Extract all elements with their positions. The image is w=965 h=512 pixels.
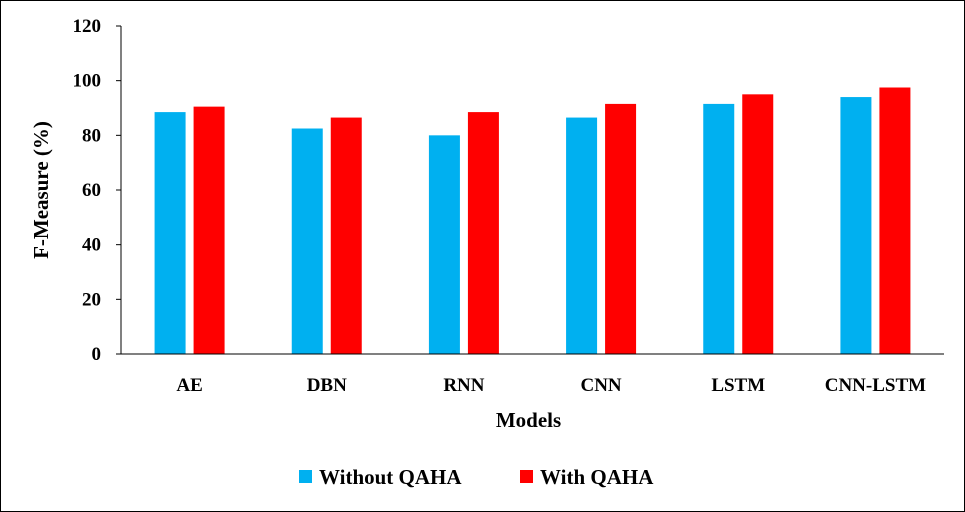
bar-without-qaha-rnn: [428, 135, 460, 354]
y-axis-ticks: 0 20 40 60 80 100 120: [73, 16, 121, 365]
bars: [154, 87, 911, 355]
bar-without-qaha-cnn-lstm: [840, 97, 872, 355]
bar-with-qaha-rnn: [467, 112, 499, 354]
bar-with-qaha-cnn: [605, 103, 637, 355]
bar-with-qaha-dbn: [330, 117, 362, 354]
y-axis-title: F-Measure (%): [29, 121, 53, 259]
x-axis-ticks: AE DBN RNN CNN LSTM CNN-LSTM: [176, 375, 926, 396]
legend: Without QAHA With QAHA: [299, 465, 654, 489]
y-tick-label: 0: [92, 344, 102, 365]
bar-with-qaha-cnn-lstm: [879, 87, 911, 354]
bar-with-qaha-lstm: [742, 94, 774, 354]
bar-without-qaha-ae: [154, 112, 186, 354]
y-tick-label: 80: [82, 125, 101, 146]
x-axis-title: Models: [496, 408, 561, 432]
bar-without-qaha-lstm: [703, 103, 735, 355]
x-tick-label: DBN: [307, 375, 347, 396]
x-tick-label: AE: [176, 375, 202, 396]
x-tick-label: RNN: [443, 375, 484, 396]
bar-with-qaha-ae: [193, 106, 225, 354]
y-tick-label: 20: [82, 289, 101, 310]
y-tick-label: 120: [73, 16, 102, 37]
legend-swatch: [520, 470, 533, 483]
x-tick-label: LSTM: [711, 375, 765, 396]
y-tick-label: 60: [82, 180, 101, 201]
x-tick-label: CNN-LSTM: [825, 375, 926, 396]
legend-label: With QAHA: [540, 465, 654, 489]
bar-without-qaha-cnn: [566, 117, 598, 354]
bar-without-qaha-dbn: [291, 128, 323, 354]
y-tick-label: 100: [73, 71, 102, 92]
legend-swatch: [299, 470, 312, 483]
legend-label: Without QAHA: [319, 465, 462, 489]
x-tick-label: CNN: [580, 375, 621, 396]
y-tick-label: 40: [82, 235, 101, 256]
